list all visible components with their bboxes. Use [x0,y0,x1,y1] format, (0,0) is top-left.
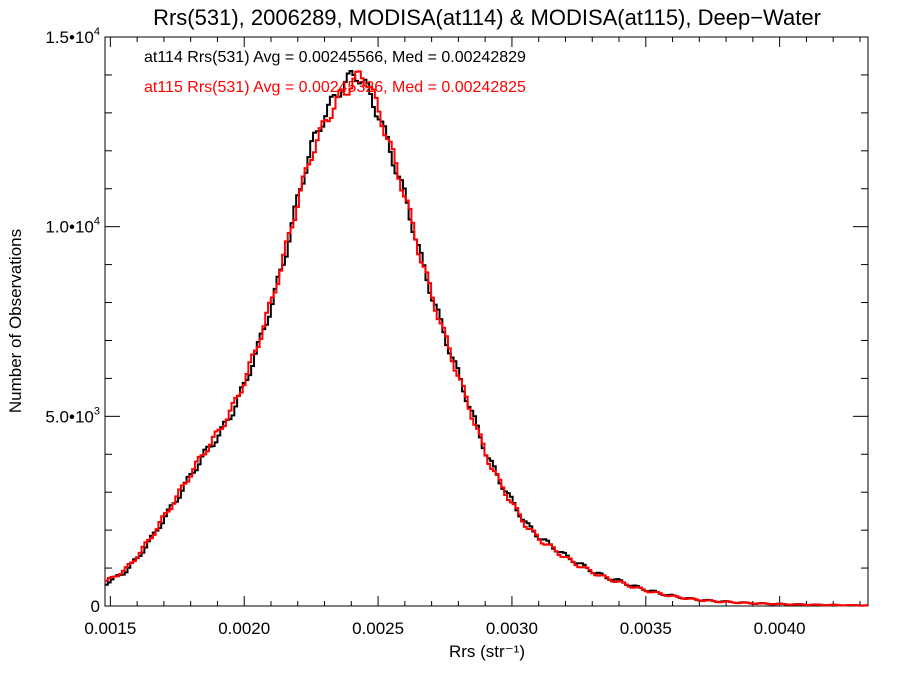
x-axis-label: Rrs (str⁻¹) [449,642,525,661]
y-axis-label: Number of Observations [6,229,25,413]
y-tick-label-exponent: 4 [94,26,100,38]
y-tick-label-base: 1.5•10 [45,28,94,47]
annotation-text: at115 Rrs(531) Avg = 0.00245326, Med = 0… [144,79,526,96]
series-line [105,69,868,607]
annotations: at114 Rrs(531) Avg = 0.00245566, Med = 0… [144,49,526,96]
y-tick-label: 5.0•103 [45,405,100,426]
y-tick-label-exponent: 3 [94,405,100,417]
y-tick-label-base: 1.0•10 [45,218,94,237]
x-tick-labels: 0.0015 0.0020 0.0025 0.0030 0.0035 0.0040 [84,619,805,638]
y-tick-label-base: 0 [91,597,100,616]
y-tick-label-base: 5.0•10 [45,407,94,426]
x-tick-label: 0.0035 [620,619,672,638]
series-layer [105,69,868,607]
tick-marks [105,36,868,607]
chart-title: Rrs(531), 2006289, MODISA(at114) & MODIS… [153,5,821,30]
x-tick-label: 0.0020 [218,619,270,638]
series-line [105,70,868,607]
y-tick-label: 1.0•104 [45,216,100,237]
plot-frame [104,36,869,607]
x-tick-label: 0.0025 [352,619,404,638]
y-tick-label: 1.5•104 [45,26,100,47]
annotation-text: at114 Rrs(531) Avg = 0.00245566, Med = 0… [144,49,526,66]
x-tick-label: 0.0040 [754,619,806,638]
y-tick-label-exponent: 4 [94,216,100,228]
y-tick-label: 0 [91,597,100,616]
x-tick-label: 0.0015 [84,619,136,638]
x-tick-label: 0.0030 [486,619,538,638]
